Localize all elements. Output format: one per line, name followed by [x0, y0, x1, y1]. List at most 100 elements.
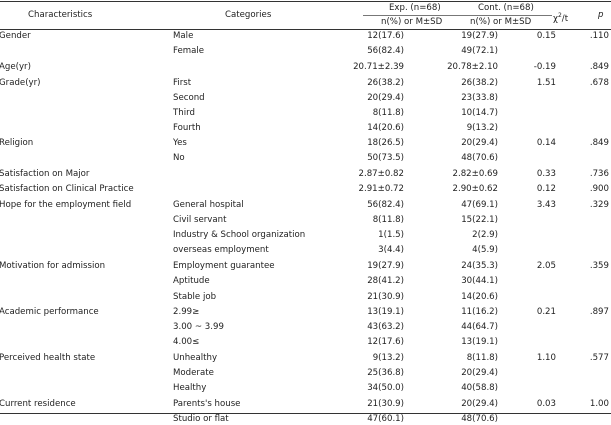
- row-exp-value: 8(11.8): [372, 108, 404, 118]
- row-characteristic: Perceived health state: [0, 353, 96, 363]
- row-cont-value: 24(35.3): [461, 261, 498, 271]
- row-cont-value: 2.90±0.62: [452, 184, 498, 194]
- row-cont-value: 15(22.1): [461, 215, 498, 225]
- row-category: 4.00≤: [173, 337, 200, 347]
- header-p: p: [598, 10, 604, 20]
- row-cont-value: 47(69.1): [461, 200, 498, 210]
- row-characteristic: Religion: [0, 138, 34, 148]
- row-category: Civil servant: [173, 215, 227, 225]
- row-exp-value: 50(73.5): [367, 153, 404, 163]
- row-p-value: .900: [589, 184, 609, 194]
- header-stat-sup: 2: [557, 12, 562, 19]
- group-header-rule-exp: [363, 15, 466, 16]
- row-characteristic: Satisfaction on Major: [0, 169, 90, 179]
- row-stat-value: -0.19: [533, 62, 556, 72]
- row-p-value: .678: [589, 78, 609, 88]
- row-category: Moderate: [173, 368, 214, 378]
- row-stat-value: 1.10: [536, 353, 556, 363]
- header-cont-subheader: n(%) or M±SD: [470, 17, 532, 27]
- header-stat: χ2/t: [553, 10, 568, 25]
- row-characteristic: Motivation for admission: [0, 261, 106, 271]
- row-cont-value: 40(58.8): [461, 383, 498, 393]
- row-stat-value: 1.51: [536, 78, 556, 88]
- row-cont-value: 2(2.9): [472, 230, 498, 240]
- row-p-value: .849: [589, 138, 609, 148]
- row-exp-value: 9(13.2): [372, 353, 404, 363]
- row-p-value: .577: [589, 353, 609, 363]
- group-header-rule-cont: [464, 15, 552, 16]
- row-category: overseas employment: [173, 245, 269, 255]
- row-exp-value: 2.87±0.82: [358, 169, 404, 179]
- row-category: 3.00 ~ 3.99: [173, 322, 224, 332]
- row-exp-value: 47(60.1): [367, 414, 404, 424]
- row-exp-value: 20(29.4): [367, 93, 404, 103]
- row-category: First: [173, 78, 192, 88]
- row-characteristic: Gender: [0, 31, 31, 41]
- row-stat-value: 0.14: [536, 138, 556, 148]
- row-exp-value: 18(26.5): [367, 138, 404, 148]
- row-exp-value: 26(38.2): [367, 78, 404, 88]
- row-cont-value: 4(5.9): [472, 245, 498, 255]
- row-cont-value: 20(29.4): [461, 368, 498, 378]
- row-exp-value: 2.91±0.72: [358, 184, 404, 194]
- table-bottom-rule: [0, 413, 611, 414]
- header-bottom-rule: [0, 29, 611, 30]
- row-characteristic: Current residence: [0, 399, 76, 409]
- row-cont-value: 26(38.2): [461, 78, 498, 88]
- row-category: General hospital: [173, 200, 244, 210]
- row-cont-value: 19(27.9): [461, 31, 498, 41]
- row-category: 2.99≥: [173, 307, 200, 317]
- row-exp-value: 21(30.9): [367, 399, 404, 409]
- row-characteristic: Academic performance: [0, 307, 99, 317]
- row-category: Fourth: [173, 123, 201, 133]
- header-stat-tail: /t: [561, 13, 569, 24]
- row-p-value: .897: [589, 307, 609, 317]
- row-cont-value: 11(16.2): [461, 307, 498, 317]
- row-category: Female: [173, 46, 205, 56]
- row-p-value: .849: [589, 62, 609, 72]
- row-stat-value: 0.33: [536, 169, 556, 179]
- table-top-rule: [0, 1, 611, 2]
- row-cont-value: 8(11.8): [466, 353, 498, 363]
- row-stat-value: 2.05: [536, 261, 556, 271]
- row-exp-value: 56(82.4): [367, 200, 404, 210]
- row-category: Industry & School organization: [173, 230, 306, 240]
- row-cont-value: 30(44.1): [461, 276, 498, 286]
- header-categories: Categories: [225, 10, 272, 20]
- row-cont-value: 23(33.8): [461, 93, 498, 103]
- row-category: Employment guarantee: [173, 261, 275, 271]
- row-exp-value: 34(50.0): [367, 383, 404, 393]
- row-characteristic: Hope for the employment field: [0, 200, 132, 210]
- row-exp-value: 56(82.4): [367, 46, 404, 56]
- row-cont-value: 10(14.7): [461, 108, 498, 118]
- row-exp-value: 19(27.9): [367, 261, 404, 271]
- row-exp-value: 8(11.8): [372, 215, 404, 225]
- row-exp-value: 28(41.2): [367, 276, 404, 286]
- row-p-value: .110: [589, 31, 609, 41]
- row-category: No: [173, 153, 185, 163]
- row-p-value: .736: [589, 169, 609, 179]
- row-category: Yes: [173, 138, 187, 148]
- row-category: Parents's house: [173, 399, 241, 409]
- header-cont-group: Cont. (n=68): [478, 3, 534, 13]
- row-exp-value: 13(19.1): [367, 307, 404, 317]
- row-cont-value: 48(70.6): [461, 414, 498, 424]
- header-exp-subheader: n(%) or M±SD: [381, 17, 443, 27]
- row-category: Second: [173, 93, 205, 103]
- row-exp-value: 12(17.6): [367, 337, 404, 347]
- row-cont-value: 13(19.1): [461, 337, 498, 347]
- row-cont-value: 14(20.6): [461, 292, 498, 302]
- row-category: Stable job: [173, 292, 217, 302]
- row-category: Studio or flat: [173, 414, 229, 424]
- row-stat-value: 3.43: [536, 200, 556, 210]
- row-exp-value: 14(20.6): [367, 123, 404, 133]
- row-characteristic: Grade(yr): [0, 78, 41, 88]
- row-p-value: 1.00: [589, 399, 609, 409]
- row-exp-value: 12(17.6): [367, 31, 404, 41]
- row-cont-value: 48(70.6): [461, 153, 498, 163]
- row-cont-value: 20(29.4): [461, 399, 498, 409]
- row-category: Aptitude: [173, 276, 210, 286]
- row-cont-value: 49(72.1): [461, 46, 498, 56]
- row-exp-value: 20.71±2.39: [353, 62, 404, 72]
- header-characteristics: Characteristics: [28, 10, 93, 20]
